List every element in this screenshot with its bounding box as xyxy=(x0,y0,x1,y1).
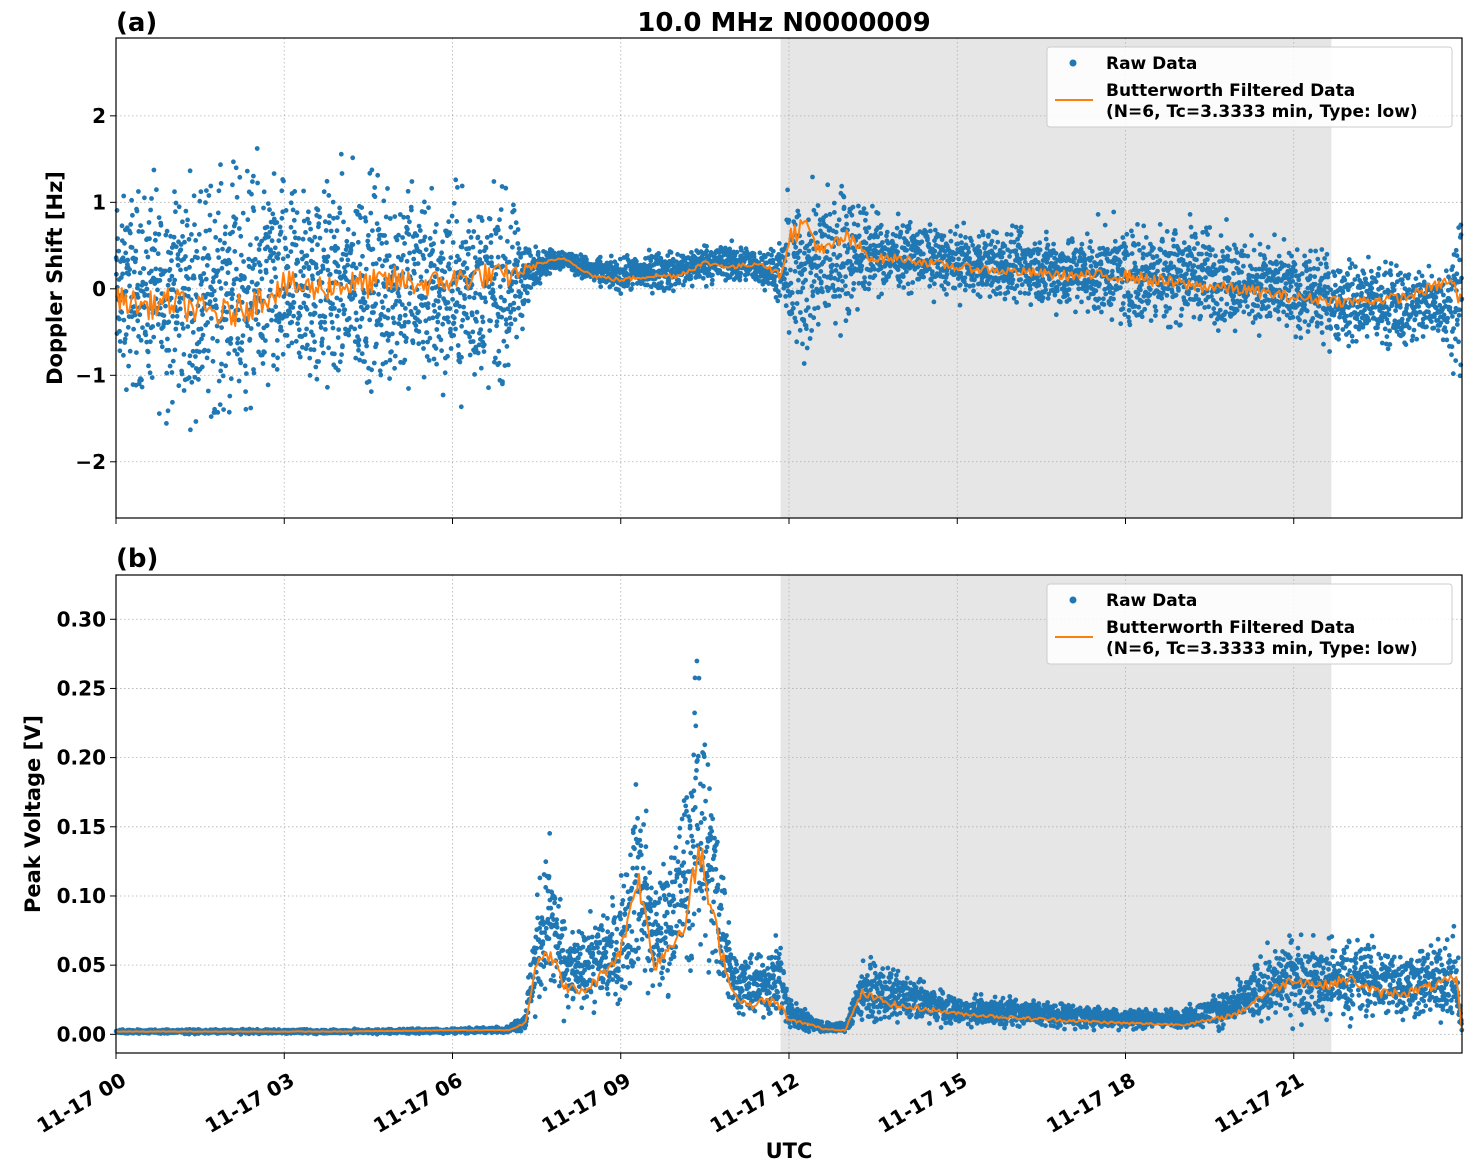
x-tick-label: 11-17 09 xyxy=(537,1068,635,1138)
x-tick-label: 11-17 12 xyxy=(706,1068,804,1138)
y-tick-label: 0.10 xyxy=(57,884,106,908)
panel-b-label: (b) xyxy=(116,544,158,574)
y-tick-label: 0.00 xyxy=(57,1022,106,1046)
x-tick-label: 11-17 03 xyxy=(201,1068,299,1138)
legend-a-filtered-label-2: (N=6, Tc=3.3333 min, Type: low) xyxy=(1106,102,1418,122)
filtered-line xyxy=(116,846,1463,1033)
legend-b-filtered-label-2: (N=6, Tc=3.3333 min, Type: low) xyxy=(1106,639,1418,659)
x-tick-label: 11-17 15 xyxy=(874,1068,972,1138)
y-tick-label: −2 xyxy=(75,450,106,474)
legend-b-filtered-label-1: Butterworth Filtered Data xyxy=(1106,618,1355,638)
panel-a: −2 −1 0 1 2 (a) 10.0 MHz N0000009 Doppler Sh… xyxy=(43,8,1465,524)
x-axis-label: UTC xyxy=(766,1139,813,1163)
y-tick-label: 0.30 xyxy=(57,607,106,631)
y-tick-label: 2 xyxy=(92,104,106,128)
y-tick-label: 0 xyxy=(92,277,106,301)
panel-a-label: (a) xyxy=(116,8,157,38)
legend-b-raw-label: Raw Data xyxy=(1106,591,1197,611)
y-tick-label: 0.20 xyxy=(57,746,106,770)
filtered-line xyxy=(115,219,1463,327)
y-tick-label: 0.15 xyxy=(57,815,106,839)
chart-title: 10.0 MHz N0000009 xyxy=(637,8,930,38)
x-tick-label: 11-17 21 xyxy=(1210,1068,1308,1138)
panel-b-ylabel: Peak Voltage [V] xyxy=(21,715,45,913)
x-tick-label: 11-17 18 xyxy=(1042,1068,1140,1138)
y-tick-label: 0.25 xyxy=(57,676,106,700)
legend-b: Raw Data Butterworth Filtered Data (N=6,… xyxy=(1046,583,1453,665)
raw-data-points xyxy=(113,146,1465,433)
legend-a-raw-marker xyxy=(1069,59,1077,67)
y-tick-label: 1 xyxy=(92,190,106,214)
panel-a-ylabel: Doppler Shift [Hz] xyxy=(43,171,67,385)
x-tick-label: 11-17 00 xyxy=(33,1068,131,1138)
raw-data-points xyxy=(113,658,1465,1037)
legend-b-raw-marker xyxy=(1069,596,1077,604)
legend-a: Raw Data Butterworth Filtered Data (N=6,… xyxy=(1046,46,1453,128)
y-tick-label: −1 xyxy=(75,363,106,387)
legend-a-filtered-label-1: Butterworth Filtered Data xyxy=(1106,81,1355,101)
y-tick-label: 0.05 xyxy=(57,953,106,977)
panel-b: 0.00 0.05 0.10 0.15 0.20 0.25 0.30 11-17 00 11-… xyxy=(21,544,1465,1138)
legend-a-raw-label: Raw Data xyxy=(1106,54,1197,74)
x-tick-label: 11-17 06 xyxy=(369,1068,467,1138)
